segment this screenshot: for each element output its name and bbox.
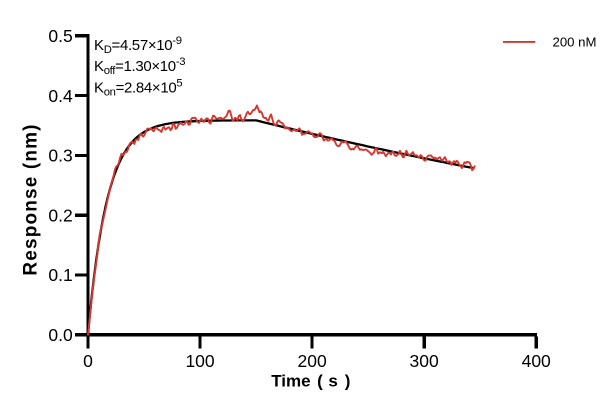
svg-text:0.3: 0.3 bbox=[48, 146, 72, 166]
svg-text:Response (nm): Response (nm) bbox=[21, 123, 42, 275]
svg-text:KD=4.57×10-9: KD=4.57×10-9 bbox=[94, 35, 182, 56]
svg-text:300: 300 bbox=[410, 351, 439, 371]
svg-text:0: 0 bbox=[83, 351, 93, 371]
svg-text:0.0: 0.0 bbox=[48, 325, 73, 345]
svg-text:Koff=1.30×10-3: Koff=1.30×10-3 bbox=[94, 56, 185, 77]
svg-text:0.5: 0.5 bbox=[48, 26, 72, 46]
svg-text:200: 200 bbox=[297, 351, 326, 371]
svg-text:Kon=2.84×105: Kon=2.84×105 bbox=[94, 78, 182, 99]
svg-text:100: 100 bbox=[185, 351, 214, 371]
svg-text:0.1: 0.1 bbox=[48, 265, 72, 285]
svg-text:0.2: 0.2 bbox=[48, 205, 72, 225]
svg-text:0.4: 0.4 bbox=[48, 86, 73, 106]
svg-text:400: 400 bbox=[522, 351, 551, 371]
svg-text:200 nM: 200 nM bbox=[553, 34, 597, 49]
